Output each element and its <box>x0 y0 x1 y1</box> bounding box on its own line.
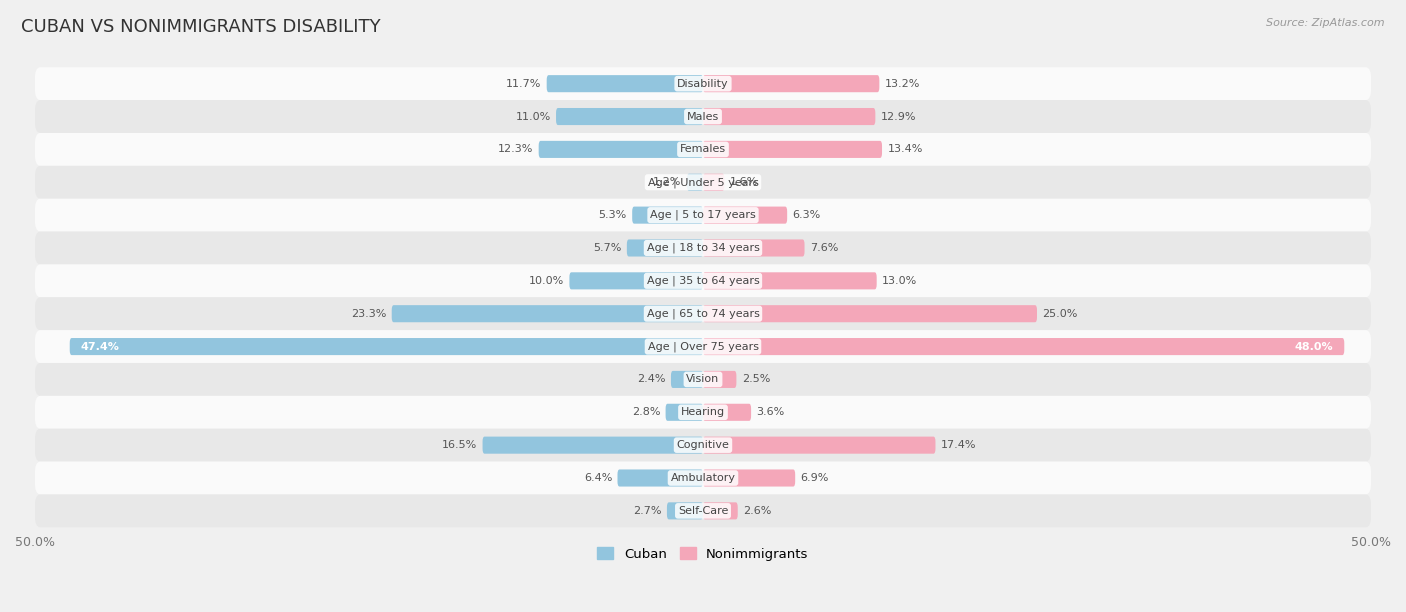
Legend: Cuban, Nonimmigrants: Cuban, Nonimmigrants <box>592 542 814 566</box>
FancyBboxPatch shape <box>665 404 703 421</box>
Text: 6.9%: 6.9% <box>800 473 830 483</box>
Text: Self-Care: Self-Care <box>678 506 728 516</box>
Text: 48.0%: 48.0% <box>1295 341 1334 351</box>
FancyBboxPatch shape <box>35 363 1371 396</box>
FancyBboxPatch shape <box>703 305 1038 323</box>
Text: 11.0%: 11.0% <box>516 111 551 122</box>
FancyBboxPatch shape <box>617 469 703 487</box>
Text: Vision: Vision <box>686 375 720 384</box>
FancyBboxPatch shape <box>555 108 703 125</box>
Text: Age | 18 to 34 years: Age | 18 to 34 years <box>647 243 759 253</box>
FancyBboxPatch shape <box>703 272 877 289</box>
FancyBboxPatch shape <box>35 67 1371 100</box>
FancyBboxPatch shape <box>703 174 724 191</box>
FancyBboxPatch shape <box>35 330 1371 363</box>
Text: 25.0%: 25.0% <box>1042 308 1078 319</box>
Text: 12.9%: 12.9% <box>880 111 917 122</box>
FancyBboxPatch shape <box>703 239 804 256</box>
FancyBboxPatch shape <box>703 75 879 92</box>
Text: Hearing: Hearing <box>681 408 725 417</box>
FancyBboxPatch shape <box>35 166 1371 199</box>
Text: Age | Under 5 years: Age | Under 5 years <box>648 177 758 187</box>
FancyBboxPatch shape <box>703 502 738 520</box>
Text: 5.7%: 5.7% <box>593 243 621 253</box>
Text: 3.6%: 3.6% <box>756 408 785 417</box>
Text: Males: Males <box>688 111 718 122</box>
Text: 1.2%: 1.2% <box>654 177 682 187</box>
Text: 13.4%: 13.4% <box>887 144 922 154</box>
FancyBboxPatch shape <box>569 272 703 289</box>
Text: 1.6%: 1.6% <box>730 177 758 187</box>
Text: Age | 5 to 17 years: Age | 5 to 17 years <box>650 210 756 220</box>
Text: Age | 65 to 74 years: Age | 65 to 74 years <box>647 308 759 319</box>
FancyBboxPatch shape <box>547 75 703 92</box>
FancyBboxPatch shape <box>703 404 751 421</box>
FancyBboxPatch shape <box>35 429 1371 461</box>
FancyBboxPatch shape <box>35 297 1371 330</box>
FancyBboxPatch shape <box>703 371 737 388</box>
Text: 13.0%: 13.0% <box>882 276 917 286</box>
FancyBboxPatch shape <box>35 494 1371 528</box>
Text: 2.7%: 2.7% <box>633 506 662 516</box>
Text: CUBAN VS NONIMMIGRANTS DISABILITY: CUBAN VS NONIMMIGRANTS DISABILITY <box>21 18 381 36</box>
FancyBboxPatch shape <box>666 502 703 520</box>
Text: Cognitive: Cognitive <box>676 440 730 450</box>
FancyBboxPatch shape <box>703 338 1344 355</box>
Text: Females: Females <box>681 144 725 154</box>
Text: 6.3%: 6.3% <box>793 210 821 220</box>
Text: Source: ZipAtlas.com: Source: ZipAtlas.com <box>1267 18 1385 28</box>
FancyBboxPatch shape <box>392 305 703 323</box>
FancyBboxPatch shape <box>703 207 787 223</box>
FancyBboxPatch shape <box>703 108 876 125</box>
Text: 2.8%: 2.8% <box>631 408 661 417</box>
FancyBboxPatch shape <box>35 231 1371 264</box>
Text: Ambulatory: Ambulatory <box>671 473 735 483</box>
Text: 11.7%: 11.7% <box>506 79 541 89</box>
FancyBboxPatch shape <box>35 199 1371 231</box>
Text: 2.5%: 2.5% <box>742 375 770 384</box>
Text: 6.4%: 6.4% <box>583 473 612 483</box>
FancyBboxPatch shape <box>35 133 1371 166</box>
Text: 7.6%: 7.6% <box>810 243 838 253</box>
FancyBboxPatch shape <box>35 396 1371 429</box>
Text: Age | 35 to 64 years: Age | 35 to 64 years <box>647 275 759 286</box>
Text: 2.4%: 2.4% <box>637 375 665 384</box>
Text: 16.5%: 16.5% <box>441 440 477 450</box>
Text: 10.0%: 10.0% <box>529 276 564 286</box>
FancyBboxPatch shape <box>538 141 703 158</box>
FancyBboxPatch shape <box>671 371 703 388</box>
Text: 5.3%: 5.3% <box>599 210 627 220</box>
FancyBboxPatch shape <box>70 338 703 355</box>
FancyBboxPatch shape <box>633 207 703 223</box>
Text: 17.4%: 17.4% <box>941 440 976 450</box>
Text: Age | Over 75 years: Age | Over 75 years <box>648 341 758 352</box>
FancyBboxPatch shape <box>703 436 935 453</box>
FancyBboxPatch shape <box>627 239 703 256</box>
Text: 47.4%: 47.4% <box>80 341 120 351</box>
Text: 12.3%: 12.3% <box>498 144 533 154</box>
Text: 2.6%: 2.6% <box>744 506 772 516</box>
FancyBboxPatch shape <box>35 264 1371 297</box>
FancyBboxPatch shape <box>703 141 882 158</box>
FancyBboxPatch shape <box>35 461 1371 494</box>
FancyBboxPatch shape <box>482 436 703 453</box>
FancyBboxPatch shape <box>35 100 1371 133</box>
Text: 23.3%: 23.3% <box>352 308 387 319</box>
Text: Disability: Disability <box>678 79 728 89</box>
FancyBboxPatch shape <box>688 174 703 191</box>
Text: 13.2%: 13.2% <box>884 79 920 89</box>
FancyBboxPatch shape <box>703 469 796 487</box>
